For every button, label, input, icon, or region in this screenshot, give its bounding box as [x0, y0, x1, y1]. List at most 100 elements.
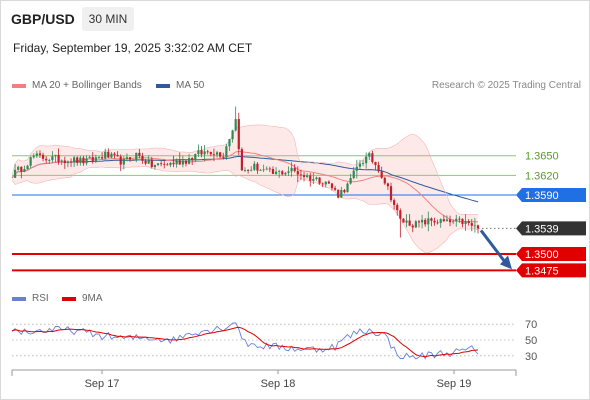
- candle-body: [94, 157, 97, 161]
- candle-body: [156, 163, 160, 166]
- candle-body: [147, 159, 150, 164]
- candle-body: [455, 218, 458, 222]
- candle-body: [461, 218, 464, 225]
- candle-body: [343, 189, 346, 193]
- candle-body: [436, 222, 439, 224]
- candle-body: [215, 152, 219, 155]
- candle-body: [396, 204, 399, 211]
- candle-body: [110, 153, 113, 158]
- legend-ma50: MA 50: [156, 80, 204, 91]
- candle-body: [309, 175, 312, 181]
- bollinger-swatch: [12, 83, 26, 88]
- level-tag-current: [516, 221, 586, 236]
- rsi-tick-label: 30: [525, 351, 537, 363]
- candle-body: [85, 158, 88, 164]
- candle-body: [420, 219, 424, 223]
- candle-body: [32, 155, 35, 158]
- candle-body: [296, 171, 299, 175]
- candle-body: [439, 219, 442, 223]
- candle-body: [184, 160, 188, 164]
- candle-body: [222, 156, 225, 158]
- candle-body: [380, 171, 383, 178]
- ma50-line: [11, 155, 479, 203]
- candle-body: [318, 177, 321, 184]
- candle-body: [178, 160, 181, 165]
- candle-body: [358, 163, 362, 167]
- candle-body: [17, 166, 20, 170]
- legend-rsi: RSI: [12, 293, 49, 304]
- candle-body: [82, 157, 85, 164]
- candle-body: [250, 169, 253, 171]
- candle-body: [448, 219, 452, 223]
- candle-body: [278, 171, 281, 173]
- candle-body: [172, 162, 175, 165]
- rsi-ma-swatch: [62, 296, 76, 301]
- time-axis: Sep 17 Sep 18 Sep 19: [11, 369, 517, 390]
- candle-body: [324, 181, 327, 185]
- candle-body: [14, 169, 17, 178]
- candle-body: [383, 177, 386, 184]
- candle-body: [45, 158, 48, 161]
- candle-body: [240, 149, 243, 171]
- timeframe-badge[interactable]: 30 MIN: [82, 7, 134, 31]
- candle-body: [113, 153, 116, 156]
- candle-body: [424, 219, 427, 225]
- candle-body: [355, 166, 358, 171]
- candle-body: [427, 218, 430, 225]
- forecast-arrow-shaft: [479, 229, 508, 265]
- candle-body: [365, 156, 368, 164]
- candle-body: [187, 158, 191, 164]
- candle-body: [97, 157, 101, 158]
- candle-body: [433, 220, 436, 223]
- rsi-panel: 70 50 30: [11, 319, 537, 363]
- rsi-line: [11, 322, 479, 360]
- candle-body: [287, 171, 290, 173]
- instrument-symbol: GBP/USD: [11, 11, 75, 27]
- candle-body: [442, 219, 445, 222]
- legend-rsi-ma: 9MA: [62, 293, 103, 304]
- candle-body: [268, 168, 271, 170]
- candle-body: [256, 163, 259, 171]
- rsi-label: RSI: [32, 293, 49, 304]
- candle-body: [253, 163, 256, 170]
- level-label-support-2: 1.3475: [525, 265, 559, 277]
- candle-body: [57, 154, 60, 162]
- candle-body: [247, 170, 250, 171]
- candle-body: [352, 170, 355, 179]
- candle-body: [371, 153, 374, 163]
- level-label-resistance-2: 1.3650: [525, 151, 559, 163]
- bollinger-band-fill: [12, 124, 478, 253]
- candle-body: [35, 153, 38, 156]
- candle-body: [414, 221, 417, 228]
- forecast-arrow-head: [500, 255, 512, 270]
- legend-bollinger: MA 20 + Bollinger Bands: [12, 80, 142, 91]
- candle-body: [290, 167, 293, 172]
- candle-body: [76, 157, 79, 163]
- candle-body: [467, 221, 470, 224]
- candle-body: [393, 200, 396, 205]
- candle-body: [209, 152, 212, 155]
- candle-body: [349, 178, 352, 184]
- candle-body: [452, 221, 455, 223]
- candle-body: [153, 165, 157, 168]
- candle-body: [259, 169, 262, 171]
- candle-body: [408, 220, 411, 226]
- candle-body: [29, 157, 32, 166]
- candle-body: [160, 163, 163, 165]
- candle-body: [26, 165, 29, 170]
- candle-body: [206, 151, 209, 153]
- candle-body: [91, 157, 94, 161]
- candle-body: [430, 218, 433, 221]
- candle-body: [69, 161, 73, 163]
- candle-body: [138, 152, 141, 156]
- candle-body: [141, 155, 144, 161]
- candle-body: [119, 156, 122, 165]
- ma20-line: [11, 150, 479, 223]
- candle-body: [330, 183, 334, 189]
- candle-body: [166, 164, 169, 166]
- candle-body: [212, 154, 216, 156]
- level-labels-layer: 1.3650 1.3620 1.3590 1.3539 1.3500 1.3475: [516, 151, 586, 278]
- candle-body: [458, 218, 461, 220]
- candle-body: [219, 152, 222, 157]
